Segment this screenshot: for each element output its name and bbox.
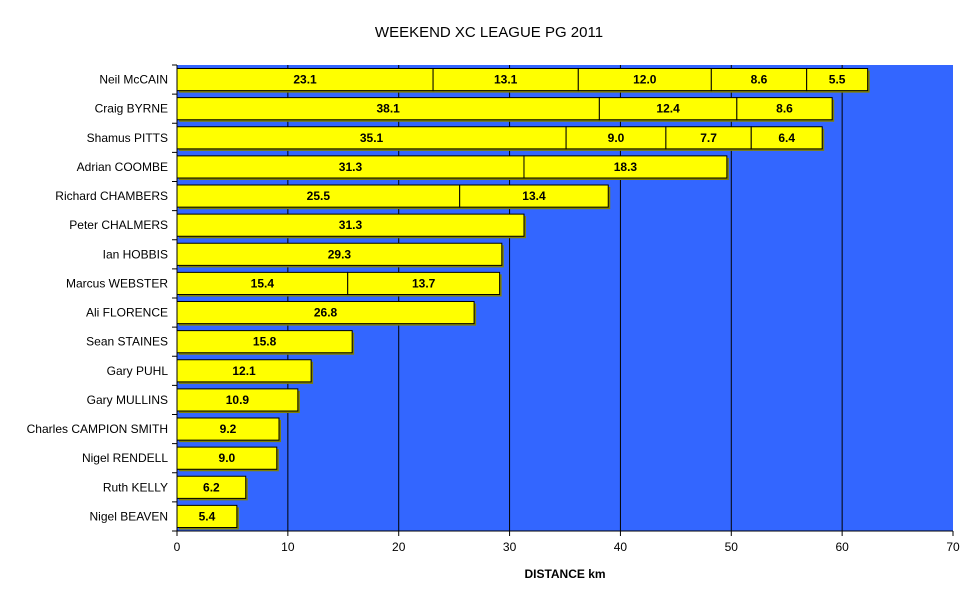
x-tick-label: 70 bbox=[946, 540, 960, 554]
category-label: Adrian COOMBE bbox=[77, 160, 168, 174]
bar-row: 23.1 13.1 12.0 8.6 5.5 bbox=[176, 67, 870, 93]
data-label: 13.1 bbox=[494, 73, 518, 87]
x-axis: 0 10 20 30 40 50 60 70 bbox=[172, 64, 960, 554]
data-label: 5.4 bbox=[199, 509, 216, 523]
bar-row: 15.8 bbox=[176, 330, 355, 355]
bar-row: 6.2 bbox=[176, 475, 248, 501]
data-label: 10.9 bbox=[226, 393, 250, 407]
category-label: Charles CAMPION SMITH bbox=[27, 422, 168, 436]
data-label: 31.3 bbox=[339, 218, 363, 232]
category-label: Craig BYRNE bbox=[95, 102, 168, 116]
bar-row: 15.4 13.7 bbox=[176, 271, 502, 297]
bar-segment bbox=[347, 271, 501, 296]
category-label: Gary PUHL bbox=[107, 364, 169, 378]
category-label: Nigel RENDELL bbox=[82, 451, 168, 465]
data-label: 8.6 bbox=[776, 102, 793, 116]
bar-row: 9.0 bbox=[176, 446, 279, 472]
data-label: 31.3 bbox=[339, 160, 363, 174]
data-label: 9.2 bbox=[220, 422, 237, 436]
bar-row: 31.3 bbox=[176, 213, 526, 239]
category-label: Ali FLORENCE bbox=[86, 306, 168, 320]
data-label: 15.8 bbox=[253, 335, 277, 349]
data-label: 12.0 bbox=[633, 73, 657, 87]
data-label: 35.1 bbox=[360, 131, 384, 145]
category-label: Gary MULLINS bbox=[87, 393, 168, 407]
bar-segment bbox=[750, 126, 823, 150]
category-label: Richard CHAMBERS bbox=[55, 189, 168, 203]
category-label: Ruth KELLY bbox=[103, 480, 168, 494]
data-label: 25.5 bbox=[307, 189, 331, 203]
category-label: Peter CHALMERS bbox=[69, 218, 168, 232]
bar-segment bbox=[523, 155, 728, 179]
bar-segment bbox=[806, 67, 869, 92]
category-label: Nigel BEAVEN bbox=[90, 509, 168, 523]
chart-title: WEEKEND XC LEAGUE PG 2011 bbox=[375, 24, 603, 41]
bar-row: 9.2 bbox=[176, 417, 281, 443]
category-labels: Neil McCAIN Craig BYRNE Shamus PITTS Adrian… bbox=[27, 73, 169, 524]
bar-segment bbox=[736, 97, 833, 121]
data-label: 13.7 bbox=[412, 276, 436, 290]
data-label: 12.1 bbox=[232, 364, 256, 378]
x-tick-label: 40 bbox=[614, 540, 628, 554]
data-label: 6.2 bbox=[203, 480, 220, 494]
data-label: 7.7 bbox=[700, 131, 717, 145]
x-tick-label: 20 bbox=[392, 540, 406, 554]
x-tick-label: 10 bbox=[281, 540, 295, 554]
bar-row: 12.1 bbox=[176, 359, 314, 384]
data-label: 9.0 bbox=[219, 451, 236, 465]
bar-row: 31.3 18.3 bbox=[176, 155, 729, 181]
category-label: Marcus WEBSTER bbox=[66, 276, 168, 290]
data-label: 26.8 bbox=[314, 306, 338, 320]
category-label: Shamus PITTS bbox=[87, 131, 168, 145]
x-tick-label: 30 bbox=[503, 540, 517, 554]
bar-row: 38.1 12.4 8.6 bbox=[176, 97, 835, 122]
category-label: Ian HOBBIS bbox=[103, 247, 168, 261]
category-label: Sean STAINES bbox=[86, 335, 168, 349]
bar-row: 29.3 bbox=[176, 242, 504, 268]
data-label: 6.4 bbox=[778, 131, 795, 145]
data-label: 5.5 bbox=[829, 73, 846, 87]
bar-row: 25.5 13.4 bbox=[176, 184, 611, 210]
data-label: 23.1 bbox=[293, 73, 317, 87]
data-label: 38.1 bbox=[377, 102, 401, 116]
x-axis-title: DISTANCE km bbox=[524, 567, 605, 581]
data-label: 13.4 bbox=[522, 189, 546, 203]
data-label: 12.4 bbox=[656, 102, 680, 116]
bar-row: 35.1 9.0 7.7 6.4 bbox=[176, 126, 825, 151]
bars: 23.1 13.1 12.0 8.6 5.5 38.1 12.4 8.6 35.1 9.0 7.7 6… bbox=[176, 67, 870, 530]
category-label: Neil McCAIN bbox=[99, 73, 168, 87]
data-label: 18.3 bbox=[614, 160, 638, 174]
data-label: 29.3 bbox=[328, 247, 352, 261]
bar-row: 26.8 bbox=[176, 300, 477, 326]
data-label: 9.0 bbox=[608, 131, 625, 145]
bar-row: 5.4 bbox=[176, 504, 239, 530]
x-tick-label: 60 bbox=[835, 540, 849, 554]
x-tick-label: 0 bbox=[174, 540, 181, 554]
bar-row: 10.9 bbox=[176, 388, 300, 414]
x-tick-label: 50 bbox=[725, 540, 739, 554]
data-label: 15.4 bbox=[251, 276, 275, 290]
bar-segment bbox=[459, 184, 609, 208]
data-label: 8.6 bbox=[751, 73, 768, 87]
